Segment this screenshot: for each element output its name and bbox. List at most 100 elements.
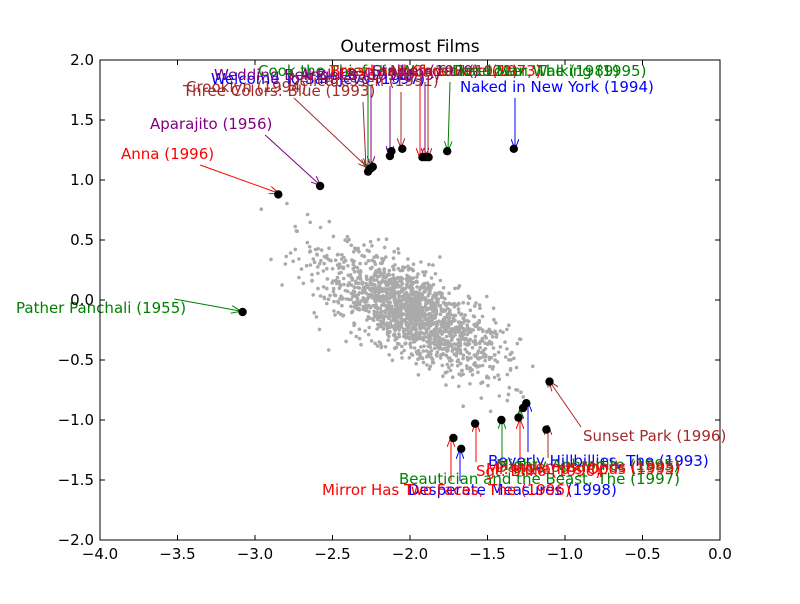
cloud-point [382,267,387,271]
cloud-point [416,295,420,300]
cloud-point [400,277,404,281]
cloud-point [429,276,434,280]
cloud-point [475,321,479,326]
cloud-point [406,268,411,272]
chart-title: Outermost Films [340,37,479,57]
cloud-point [432,305,437,309]
cloud-point [420,305,425,310]
cloud-point [444,353,449,358]
annotation-arrow [448,81,450,150]
cloud-point [419,314,424,318]
cloud-point [413,332,417,337]
cloud-point [450,349,455,353]
cloud-point [314,315,319,319]
cloud-point [316,247,321,251]
cloud-point [498,329,503,333]
cloud-point [336,299,340,304]
cloud-point [361,304,366,309]
cloud-point [331,289,336,294]
cloud-point [480,314,485,319]
cloud-point [352,269,357,274]
cloud-point [356,281,361,286]
x-tick-label: −0.5 [624,545,660,563]
cloud-point [305,240,310,245]
cloud-point [332,309,336,313]
cloud-point [467,351,472,356]
cloud-point [363,285,368,290]
cloud-point [364,261,368,266]
cloud-point [491,306,496,311]
cloud-point [353,294,358,299]
cloud-point [497,377,502,382]
cloud-point [452,346,457,351]
cloud-point [461,353,466,358]
cloud-point [364,281,368,286]
cloud-point [399,322,404,326]
cloud-point [490,367,495,371]
cloud-point [480,363,485,368]
cloud-point [461,300,466,305]
cloud-point [441,374,445,379]
annotation-label: Angel Baby (1995) [300,66,440,84]
cloud-point [438,326,443,331]
cloud-point [422,273,427,278]
cloud-point [363,300,367,304]
cloud-point [377,288,382,292]
cloud-point [387,277,392,282]
cloud-point [370,258,374,263]
cloud-point [400,344,404,349]
cloud-point [452,313,456,318]
cloud-point [422,344,426,349]
cloud-point [400,305,404,310]
cloud-point [390,276,395,281]
cloud-point [368,266,373,271]
cloud-point [470,345,475,350]
cloud-point [470,373,475,377]
cloud-point [508,352,513,357]
cloud-point [396,282,400,287]
cloud-point [341,296,345,301]
annotation-label: Delicatessen (1991) [288,72,439,90]
cloud-point [441,286,446,290]
outlier-points [238,144,554,453]
cloud-point [446,316,451,320]
cloud-point [354,334,359,339]
annotation-arrow [200,164,278,193]
cloud-point [365,248,370,253]
cloud-point [375,294,380,298]
cloud-point [406,275,410,279]
cloud-point [399,351,404,355]
cloud-point [392,289,397,294]
cloud-point [446,356,451,360]
cloud-point [312,260,317,265]
cloud-point [373,341,377,346]
cloud-point [335,275,340,280]
cloud-point [459,368,464,373]
cloud-point [377,324,382,329]
cloud-point [291,259,296,264]
cloud-point [341,276,346,281]
cloud-point [293,247,298,252]
x-tick-label: −2.0 [392,545,428,563]
cloud-point [397,334,402,339]
cloud-point [448,368,453,373]
cloud-point [414,300,419,304]
cloud-point [448,308,452,313]
cloud-point [414,290,419,294]
cloud-point [349,330,353,335]
cloud-point [445,362,450,367]
cloud-point [349,310,354,315]
cloud-point [417,291,421,296]
cloud-point [368,239,373,244]
cloud-point [385,289,389,294]
cloud-point [285,201,289,206]
y-tick-label: −2.0 [58,531,94,549]
cloud-point [473,304,477,308]
cloud-point [473,361,477,365]
cloud-point [288,251,293,255]
cloud-point [458,361,463,366]
annotation-label: Cook the Thief His Wife & Her Lover, The… [258,62,619,80]
cloud-point [294,229,299,233]
annotation-label: Desperate Measures (1998) [408,481,617,499]
cloud-point [419,345,423,349]
